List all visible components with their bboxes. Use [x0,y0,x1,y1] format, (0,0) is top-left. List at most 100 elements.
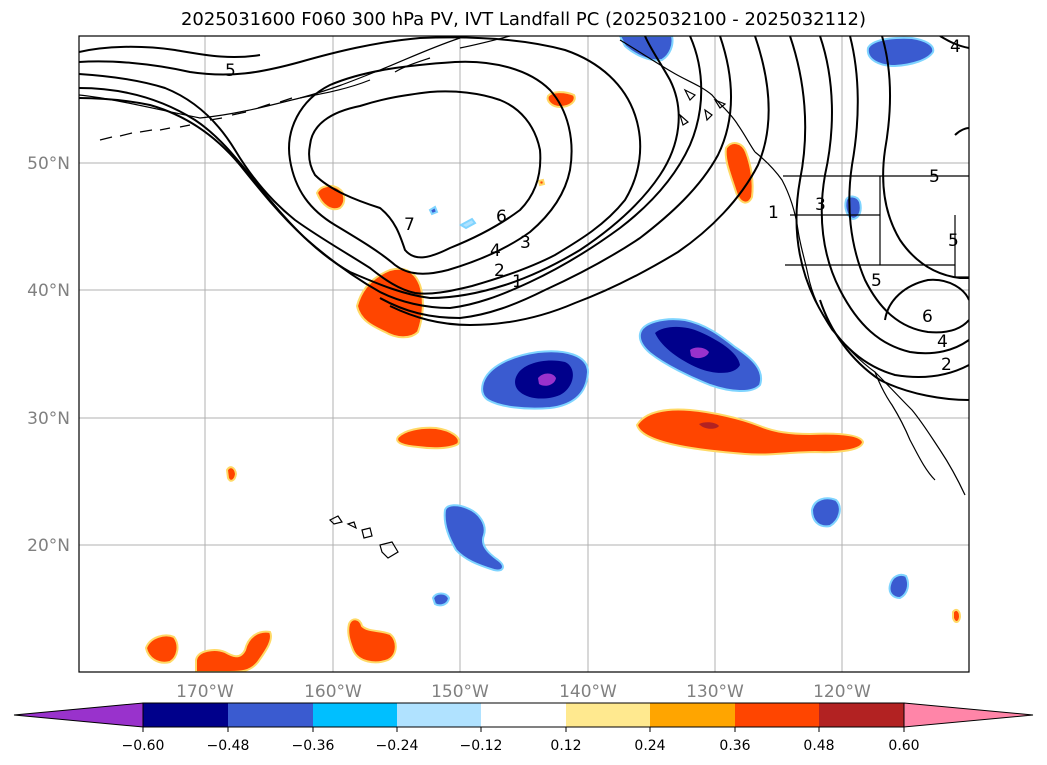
patch-pos-small-48n-142w [537,178,546,187]
colorbar-segment [819,703,904,727]
patch-neg-22n-121w [810,497,841,528]
patch-neg-16n-150w [431,592,451,607]
patch-pos-13n-155w [347,618,397,664]
contour-east-outer [819,299,969,401]
contour-label: 3 [520,233,531,253]
contour-label-group: 5 7 6 4 3 2 1 1 3 5 6 4 2 5 5 4 [225,37,961,375]
lat-label-50n: 50°N [27,154,70,174]
contour-east-inner [884,278,969,321]
colorbar-tick-label: 0.36 [719,738,750,754]
patch-neg-48n-119w [844,195,862,221]
colorbar-segment [397,703,481,727]
colorbar-tick-label: −0.12 [460,738,503,754]
map-frame [78,35,970,673]
lon-label-120w: 120°W [813,682,871,702]
patch-neg-17n-115w [888,573,909,600]
colorbar-segment [481,703,566,727]
contour-east-2 [789,36,969,378]
colorbar-segment [228,703,313,727]
contour-label: 5 [929,167,940,187]
pv-contours [79,36,969,401]
southeast-alaska-bc-coast [619,39,756,153]
contour-top-right-4 [939,36,969,49]
colorbar-segment [735,703,819,727]
contour-2 [379,36,732,320]
lat-label-30n: 30°N [27,409,70,429]
graticule [79,36,969,672]
colorbar-tick-label: −0.60 [122,738,165,754]
lon-label-130w: 130°W [686,682,744,702]
contour-east-4 [848,36,969,334]
contour-3 [79,36,703,310]
contour-label: 1 [512,272,523,292]
colorbar-max-arrow [903,702,1034,728]
negative-pv-patches [428,36,935,607]
patch-neg-34n-143w-min [538,373,556,386]
patch-neg-small-45n-150w [428,205,439,216]
us-state-borders [783,175,969,278]
contour-east-5 [881,36,969,279]
colorbar-tick-label: 0.24 [634,738,665,754]
colorbar-tick-label: 0.48 [803,738,834,754]
lon-label-140w: 140°W [559,682,617,702]
lon-label-170w: 170°W [176,682,234,702]
colorbar-segment [566,703,650,727]
patch-pos-12n-167w [195,630,272,672]
contour-label: 2 [941,355,952,375]
patch-pos-26n-168w [225,466,238,482]
patch-neg-small-44n-149w [458,217,477,230]
colorbar-tick-label: 0.12 [550,738,581,754]
contour-label: 4 [937,332,948,352]
colorbar: −0.60 −0.48 −0.36 −0.24 −0.12 0.12 0.24 … [13,702,1034,754]
lon-label-160w: 160°W [304,682,362,702]
patch-pos-28n-153w [396,426,460,450]
patch-neg-36n-130w-min [690,347,709,359]
patch-pos-west-coast [724,142,754,204]
contour-label: 6 [922,307,933,327]
lat-label-20n: 20°N [27,536,70,556]
patch-neg-23n-151w [443,504,504,572]
contour-label: 3 [815,195,826,215]
colorbar-min-arrow [13,702,144,728]
colorbar-tick-label: −0.36 [292,738,335,754]
kodiak-coast [299,36,511,99]
colorbar-segment [650,703,735,727]
hawaii-islands [328,515,399,559]
contour-label: 5 [225,61,236,81]
longitude-axis: 170°W 160°W 150°W 140°W 130°W 120°W [176,682,871,702]
bc-islands [678,88,727,126]
patch-pos-29n-135w [635,408,865,456]
contour-label: 5 [871,271,882,291]
contour-label: 4 [950,37,961,57]
colorbar-frame [142,702,905,728]
patch-pos-14n-115w [952,608,962,623]
lat-label-40n: 40°N [27,281,70,301]
map-title: 2025031600 F060 300 hPa PV, IVT Landfall… [180,9,867,30]
contour-5-west [79,36,642,295]
patch-neg-north-coast [618,36,674,62]
contour-label: 7 [404,215,415,235]
contour-label: 4 [490,241,501,261]
colorbar-segment [313,703,397,727]
patch-pos-13n-171w [144,634,179,664]
alaska-peninsula-coast [79,37,461,119]
aleutian-islands [99,97,293,141]
colorbar-tick-label: −0.24 [376,738,419,754]
colorbar-ticks [142,727,905,732]
colorbar-tick-label: −0.48 [207,738,250,754]
contour-label: 5 [948,231,959,251]
contour-nw-5 [79,45,261,59]
contour-east-3 [819,36,969,355]
contour-right-edge [954,127,969,136]
contour-6 [288,60,573,275]
contour-4 [79,36,680,300]
contour-label: 2 [494,261,505,281]
contour-1 [389,36,770,327]
colorbar-tick-label: 0.60 [888,738,919,754]
colorbar-segment [143,703,228,727]
contour-innermost [308,90,542,259]
patch-pos-small-dark [699,422,719,429]
contour-label: 1 [768,203,779,223]
contour-label: 6 [496,207,507,227]
